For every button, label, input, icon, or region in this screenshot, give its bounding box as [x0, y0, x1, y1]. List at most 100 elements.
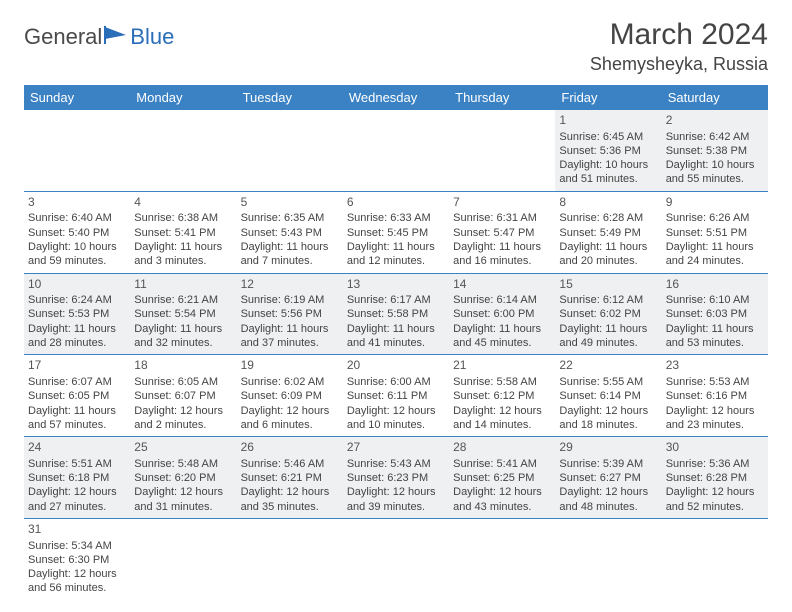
day-number: 7: [453, 195, 551, 211]
calendar-week-row: 3Sunrise: 6:40 AMSunset: 5:40 PMDaylight…: [24, 191, 768, 273]
calendar-day-cell: 14Sunrise: 6:14 AMSunset: 6:00 PMDayligh…: [449, 273, 555, 355]
day-detail-line: Sunset: 5:41 PM: [134, 226, 232, 240]
day-detail-line: Sunrise: 6:12 AM: [559, 293, 657, 307]
day-header: Monday: [130, 85, 236, 110]
day-number: 25: [134, 440, 232, 456]
day-detail-line: and 52 minutes.: [666, 500, 764, 514]
day-detail-line: Sunset: 5:49 PM: [559, 226, 657, 240]
day-detail-line: Sunrise: 5:51 AM: [28, 457, 126, 471]
day-detail-line: Daylight: 12 hours: [453, 485, 551, 499]
day-number: 2: [666, 113, 764, 129]
calendar-week-row: 10Sunrise: 6:24 AMSunset: 5:53 PMDayligh…: [24, 273, 768, 355]
day-detail-line: Daylight: 12 hours: [347, 404, 445, 418]
day-detail-line: Sunset: 5:40 PM: [28, 226, 126, 240]
day-detail-line: Sunrise: 6:02 AM: [241, 375, 339, 389]
day-detail-line: and 39 minutes.: [347, 500, 445, 514]
day-detail-line: Sunset: 6:00 PM: [453, 307, 551, 321]
day-number: 15: [559, 277, 657, 293]
day-detail-line: Sunrise: 6:00 AM: [347, 375, 445, 389]
calendar-day-cell: 8Sunrise: 6:28 AMSunset: 5:49 PMDaylight…: [555, 191, 661, 273]
calendar-day-cell: 17Sunrise: 6:07 AMSunset: 6:05 PMDayligh…: [24, 355, 130, 437]
day-detail-line: Sunrise: 6:07 AM: [28, 375, 126, 389]
day-detail-line: Daylight: 10 hours: [28, 240, 126, 254]
day-header: Tuesday: [237, 85, 343, 110]
day-detail-line: and 28 minutes.: [28, 336, 126, 350]
day-number: 16: [666, 277, 764, 293]
day-number: 22: [559, 358, 657, 374]
calendar-day-cell: 31Sunrise: 5:34 AMSunset: 6:30 PMDayligh…: [24, 518, 130, 599]
day-detail-line: Daylight: 12 hours: [666, 485, 764, 499]
day-detail-line: and 45 minutes.: [453, 336, 551, 350]
day-number: 5: [241, 195, 339, 211]
day-detail-line: Sunset: 6:28 PM: [666, 471, 764, 485]
calendar-day-cell: 28Sunrise: 5:41 AMSunset: 6:25 PMDayligh…: [449, 437, 555, 519]
calendar-day-cell: [343, 110, 449, 191]
calendar-day-cell: 11Sunrise: 6:21 AMSunset: 5:54 PMDayligh…: [130, 273, 236, 355]
day-detail-line: Sunset: 6:03 PM: [666, 307, 764, 321]
calendar-week-row: 24Sunrise: 5:51 AMSunset: 6:18 PMDayligh…: [24, 437, 768, 519]
calendar-day-cell: 18Sunrise: 6:05 AMSunset: 6:07 PMDayligh…: [130, 355, 236, 437]
day-detail-line: and 24 minutes.: [666, 254, 764, 268]
day-detail-line: Daylight: 11 hours: [559, 240, 657, 254]
day-detail-line: Sunset: 6:27 PM: [559, 471, 657, 485]
day-detail-line: Daylight: 12 hours: [134, 404, 232, 418]
day-detail-line: Sunset: 6:11 PM: [347, 389, 445, 403]
day-detail-line: and 31 minutes.: [134, 500, 232, 514]
day-detail-line: Daylight: 12 hours: [134, 485, 232, 499]
calendar-day-cell: 24Sunrise: 5:51 AMSunset: 6:18 PMDayligh…: [24, 437, 130, 519]
calendar-day-cell: 9Sunrise: 6:26 AMSunset: 5:51 PMDaylight…: [662, 191, 768, 273]
calendar-day-cell: 2Sunrise: 6:42 AMSunset: 5:38 PMDaylight…: [662, 110, 768, 191]
day-detail-line: Sunset: 6:23 PM: [347, 471, 445, 485]
day-detail-line: Sunrise: 6:35 AM: [241, 211, 339, 225]
calendar-day-cell: 26Sunrise: 5:46 AMSunset: 6:21 PMDayligh…: [237, 437, 343, 519]
day-header: Sunday: [24, 85, 130, 110]
day-number: 12: [241, 277, 339, 293]
day-detail-line: Sunset: 5:47 PM: [453, 226, 551, 240]
day-detail-line: Daylight: 11 hours: [559, 322, 657, 336]
day-detail-line: Daylight: 11 hours: [241, 322, 339, 336]
day-header: Wednesday: [343, 85, 449, 110]
day-detail-line: Sunrise: 5:58 AM: [453, 375, 551, 389]
day-detail-line: and 55 minutes.: [666, 172, 764, 186]
calendar-day-cell: 13Sunrise: 6:17 AMSunset: 5:58 PMDayligh…: [343, 273, 449, 355]
calendar-day-cell: 16Sunrise: 6:10 AMSunset: 6:03 PMDayligh…: [662, 273, 768, 355]
calendar-week-row: 17Sunrise: 6:07 AMSunset: 6:05 PMDayligh…: [24, 355, 768, 437]
day-detail-line: Sunrise: 6:28 AM: [559, 211, 657, 225]
calendar-day-cell: 23Sunrise: 5:53 AMSunset: 6:16 PMDayligh…: [662, 355, 768, 437]
calendar-day-cell: 15Sunrise: 6:12 AMSunset: 6:02 PMDayligh…: [555, 273, 661, 355]
day-detail-line: Sunset: 6:14 PM: [559, 389, 657, 403]
day-detail-line: Sunset: 5:51 PM: [666, 226, 764, 240]
day-detail-line: Daylight: 11 hours: [347, 322, 445, 336]
day-detail-line: and 57 minutes.: [28, 418, 126, 432]
day-number: 6: [347, 195, 445, 211]
day-detail-line: Sunset: 6:21 PM: [241, 471, 339, 485]
day-detail-line: and 14 minutes.: [453, 418, 551, 432]
day-detail-line: and 56 minutes.: [28, 581, 126, 595]
day-detail-line: Daylight: 10 hours: [666, 158, 764, 172]
day-detail-line: Sunset: 5:58 PM: [347, 307, 445, 321]
day-detail-line: Sunset: 6:25 PM: [453, 471, 551, 485]
day-number: 19: [241, 358, 339, 374]
day-detail-line: Daylight: 12 hours: [28, 567, 126, 581]
day-detail-line: Daylight: 11 hours: [666, 322, 764, 336]
day-number: 28: [453, 440, 551, 456]
calendar-day-cell: 3Sunrise: 6:40 AMSunset: 5:40 PMDaylight…: [24, 191, 130, 273]
logo-flag-icon: [104, 25, 130, 50]
day-number: 4: [134, 195, 232, 211]
day-detail-line: Sunrise: 6:26 AM: [666, 211, 764, 225]
header: General Blue March 2024 Shemysheyka, Rus…: [24, 18, 768, 75]
day-detail-line: Daylight: 11 hours: [134, 240, 232, 254]
day-detail-line: Sunrise: 5:41 AM: [453, 457, 551, 471]
day-detail-line: and 43 minutes.: [453, 500, 551, 514]
calendar-day-cell: [130, 518, 236, 599]
day-detail-line: Daylight: 12 hours: [241, 485, 339, 499]
day-detail-line: Daylight: 12 hours: [28, 485, 126, 499]
day-detail-line: Sunrise: 5:55 AM: [559, 375, 657, 389]
day-number: 23: [666, 358, 764, 374]
calendar-day-cell: [343, 518, 449, 599]
day-detail-line: and 10 minutes.: [347, 418, 445, 432]
day-detail-line: and 20 minutes.: [559, 254, 657, 268]
calendar-week-row: 31Sunrise: 5:34 AMSunset: 6:30 PMDayligh…: [24, 518, 768, 599]
day-detail-line: Daylight: 12 hours: [347, 485, 445, 499]
day-detail-line: Sunset: 6:09 PM: [241, 389, 339, 403]
